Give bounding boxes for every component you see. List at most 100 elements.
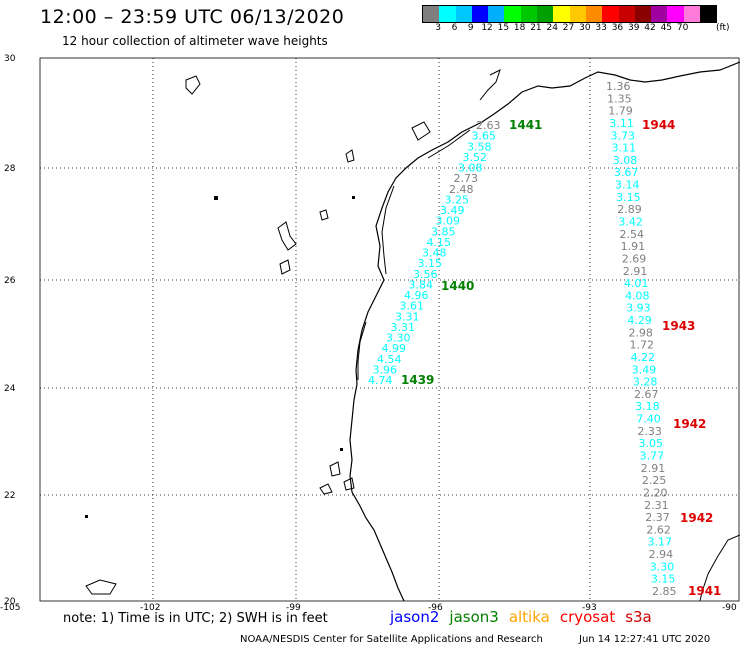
swh-label-east: 2.67: [634, 388, 659, 401]
latitude-label: 26: [4, 276, 16, 286]
inland-lake: [345, 149, 355, 163]
color-scale-tick: 30: [579, 23, 591, 33]
longitude-labels: -105 -102 -99 -96 -93 -90: [0, 603, 737, 613]
swh-label-west: 3.25: [445, 193, 470, 206]
swh-label-east: 3.93: [626, 302, 651, 315]
swh-label-east: 1.35: [607, 92, 632, 105]
color-scale-tick: 42: [644, 23, 656, 33]
longitude-label: -102: [140, 603, 160, 613]
swh-label-west: 3.56: [413, 268, 438, 281]
latitude-label: 28: [4, 164, 16, 174]
swh-label-east: 2.91: [641, 462, 666, 475]
swh-label-west: 4.54: [377, 353, 402, 366]
color-scale-tick: 15: [497, 23, 510, 33]
swh-label-east: 3.67: [614, 166, 639, 179]
swh-label-west: 3.85: [431, 225, 456, 238]
color-scale-tick: 24: [546, 23, 558, 33]
color-scale-tick: 39: [627, 23, 640, 33]
swh-label-east: 2.33: [637, 425, 662, 438]
color-swatch: [618, 6, 635, 22]
latitude-labels: 30 28 26 24 22 20: [4, 54, 16, 607]
swh-label-east: 3.73: [610, 129, 635, 142]
swh-label-east: 2.89: [617, 203, 642, 216]
swh-label-west: 3.49: [440, 204, 465, 217]
color-scale-tick: 12: [481, 23, 493, 33]
inland-lake: [329, 461, 341, 477]
swh-label-west: 3.58: [467, 140, 492, 153]
credit-text: NOAA/NESDIS Center for Satellite Applica…: [240, 634, 543, 645]
swh-label-east: 2.69: [622, 252, 647, 265]
swh-label-west: 2.73: [454, 172, 479, 185]
color-swatch: [423, 6, 440, 22]
swh-label-east: 3.49: [632, 363, 657, 376]
map-grid: [40, 58, 739, 601]
latitude-label: 30: [4, 54, 16, 64]
track-west: 2.633.653.583.523.082.732.483.253.493.09…: [368, 118, 542, 387]
time-label-east: 1942: [673, 417, 706, 431]
color-swatch: [488, 6, 505, 22]
inland-lake: [319, 483, 333, 495]
longitude-label: -90: [722, 603, 737, 613]
swh-label-east: 3.42: [618, 215, 643, 228]
swh-label-east: 3.11: [612, 142, 637, 155]
color-swatch: [455, 6, 472, 22]
swh-label-east: 2.54: [619, 228, 644, 241]
swh-label-east: 7.40: [636, 413, 661, 426]
color-swatch: [585, 6, 603, 22]
legend-item-altika: altika: [508, 608, 550, 626]
swh-label-east: 1.91: [621, 240, 646, 253]
inland-dot: [85, 515, 88, 518]
color-scale-tick: 3: [435, 23, 442, 33]
color-swatch: [683, 6, 701, 22]
swh-label-east: 2.37: [645, 511, 670, 524]
swh-label-east: 3.28: [633, 376, 658, 389]
swh-label-east: 4.22: [631, 351, 656, 364]
swh-label-west: 3.09: [436, 215, 461, 228]
color-swatch: [504, 6, 521, 22]
inland-lake: [279, 259, 291, 275]
swh-label-east: 4.08: [625, 289, 650, 302]
swh-label-west: 3.84: [409, 278, 434, 291]
delta-detail: [479, 69, 501, 101]
color-swatch: [520, 6, 538, 22]
swh-label-east: 3.15: [651, 573, 676, 586]
time-label-west: 1440: [441, 279, 474, 293]
barrier-island: [427, 129, 471, 159]
color-swatch: [651, 6, 668, 22]
time-label-east: 1943: [662, 319, 695, 333]
color-swatch: [553, 6, 570, 22]
swh-label-west: 3.61: [400, 300, 425, 313]
swh-label-west: 4.96: [404, 289, 429, 302]
swh-label-west: 4.99: [382, 342, 407, 355]
map-frame: [39, 57, 740, 602]
swh-label-west: 3.96: [373, 363, 398, 376]
color-scale-bar: [422, 5, 718, 23]
swh-label-west: 3.31: [391, 321, 416, 334]
latitude-label: 22: [4, 491, 15, 501]
time-label-west: 1439: [401, 373, 434, 387]
swh-label-east: 3.08: [613, 154, 638, 167]
page-subtitle: 12 hour collection of altimeter wave hei…: [62, 34, 328, 48]
swh-label-east: 2.31: [644, 499, 669, 512]
track-east: 1.361.351.793.113.733.113.083.673.143.15…: [606, 80, 721, 598]
coastline-yucatan: [699, 534, 740, 602]
swh-label-east: 2.85: [652, 585, 677, 598]
swh-label-east: 3.17: [648, 536, 673, 549]
inland-dot: [340, 448, 343, 451]
swh-label-west: 3.08: [458, 162, 483, 175]
color-swatch: [471, 6, 489, 22]
color-swatch: [569, 6, 586, 22]
swh-label-east: 1.79: [608, 105, 633, 118]
coastline-gulf: [349, 61, 740, 602]
color-swatch: [602, 6, 619, 22]
timestamp-text: Jun 14 12:27:41 UTC 2020: [579, 634, 711, 645]
color-scale-tick: 36: [611, 23, 624, 33]
color-swatch: [700, 6, 717, 22]
swh-label-east: 2.91: [623, 265, 648, 278]
legend-item-jason2: jason2: [390, 608, 440, 626]
swh-label-east: 4.01: [624, 277, 649, 290]
swh-label-east: 3.15: [616, 191, 641, 204]
barrier-island: [381, 185, 395, 275]
color-swatch: [667, 6, 684, 22]
